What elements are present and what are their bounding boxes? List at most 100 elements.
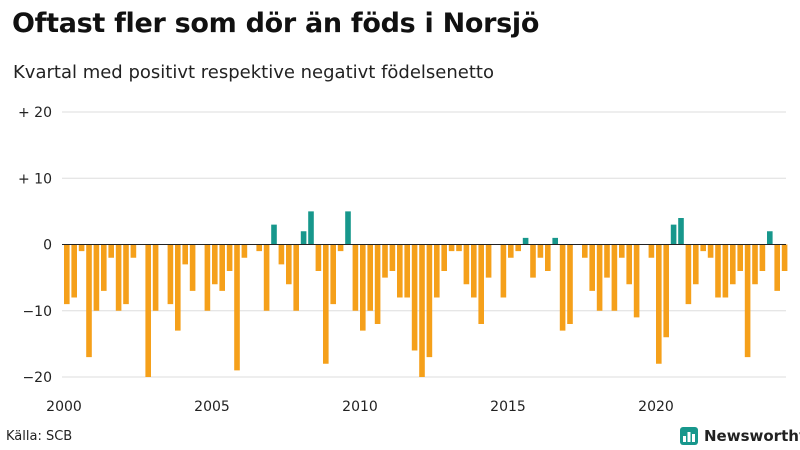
bar: [263, 244, 270, 311]
bar: [419, 244, 425, 377]
bar: [471, 244, 477, 298]
bar: [256, 244, 262, 252]
bar: [744, 244, 751, 358]
bar-chart-logo-icon: [680, 427, 698, 445]
bar: [522, 237, 529, 245]
bar-chart: + 20 + 10 0 −10 −20 2000 2005 2010 2015 2020: [18, 105, 788, 415]
bar: [767, 231, 773, 245]
bar: [300, 231, 307, 245]
bar: [360, 244, 366, 331]
y-tick-label: 0: [43, 238, 52, 254]
bar: [212, 244, 218, 285]
bar: [463, 244, 470, 285]
brand-name: Newsworthy: [704, 427, 800, 445]
bar: [611, 244, 618, 311]
bar: [182, 244, 188, 265]
bar: [485, 244, 492, 278]
bar: [508, 244, 514, 258]
bar: [101, 244, 107, 291]
bar: [670, 224, 677, 245]
bar: [619, 244, 625, 258]
bar: [241, 244, 248, 258]
bar: [337, 244, 344, 252]
bar: [145, 244, 151, 377]
bar: [737, 244, 743, 271]
bar: [515, 244, 521, 252]
bar: [781, 244, 788, 271]
bar: [759, 244, 766, 271]
bar: [604, 244, 610, 278]
bar: [226, 244, 233, 271]
bar: [700, 244, 706, 252]
bar: [656, 244, 662, 364]
source-note: Källa: SCB: [6, 429, 73, 444]
y-tick-label: + 10: [18, 171, 52, 187]
bar: [152, 244, 159, 311]
bar: [93, 244, 100, 311]
bar: [552, 237, 558, 245]
bar: [685, 244, 692, 305]
bar: [374, 244, 381, 324]
bar: [774, 244, 780, 291]
bar: [278, 244, 285, 265]
y-tick-label: −10: [22, 304, 52, 320]
bar: [175, 244, 181, 331]
bar: [130, 244, 137, 258]
bar: [167, 244, 174, 305]
bar: [352, 244, 359, 311]
bar: [293, 244, 299, 311]
bar: [707, 244, 714, 258]
bar: [189, 244, 196, 291]
bar: [663, 244, 669, 338]
x-tick-label: 2000: [46, 399, 82, 415]
bar: [367, 244, 373, 311]
bar: [693, 244, 699, 285]
bar: [426, 244, 433, 358]
bar: [648, 244, 655, 258]
y-tick-label: −20: [22, 370, 52, 386]
bar: [567, 244, 573, 324]
bar: [78, 244, 85, 252]
bar: [404, 244, 410, 298]
bar: [86, 244, 92, 358]
bar: [559, 244, 566, 331]
bar: [530, 244, 536, 278]
bar: [330, 244, 336, 305]
bar: [204, 244, 211, 311]
bar: [752, 244, 758, 285]
bar: [345, 211, 351, 245]
bar: [730, 244, 736, 285]
bar: [448, 244, 455, 252]
bar: [123, 244, 129, 305]
bar: [219, 244, 225, 291]
bar: [589, 244, 595, 291]
bar: [271, 224, 277, 245]
bar: [71, 244, 77, 298]
chart-title: Oftast fler som dör än föds i Norsjö: [12, 8, 540, 39]
bar: [382, 244, 388, 278]
bar: [315, 244, 322, 271]
bar: [397, 244, 403, 298]
x-tick-label: 2020: [638, 399, 674, 415]
bar: [108, 244, 114, 258]
bar: [545, 244, 551, 271]
chart-subtitle: Kvartal med positivt respektive negativt…: [13, 62, 494, 83]
x-tick-label: 2005: [194, 399, 230, 415]
bar: [715, 244, 721, 298]
bar: [434, 244, 440, 298]
bar: [582, 244, 588, 258]
bar: [456, 244, 462, 252]
bar: [626, 244, 632, 285]
bar: [234, 244, 240, 371]
bar: [64, 244, 70, 305]
y-tick-label: + 20: [18, 105, 52, 121]
bar: [500, 244, 507, 298]
brand-logo: Newsworthy: [680, 427, 800, 445]
bar: [537, 244, 544, 258]
bar: [411, 244, 418, 351]
bar: [678, 218, 684, 245]
bar: [323, 244, 329, 364]
bar: [722, 244, 729, 298]
bar: [478, 244, 484, 324]
x-tick-label: 2010: [342, 399, 378, 415]
